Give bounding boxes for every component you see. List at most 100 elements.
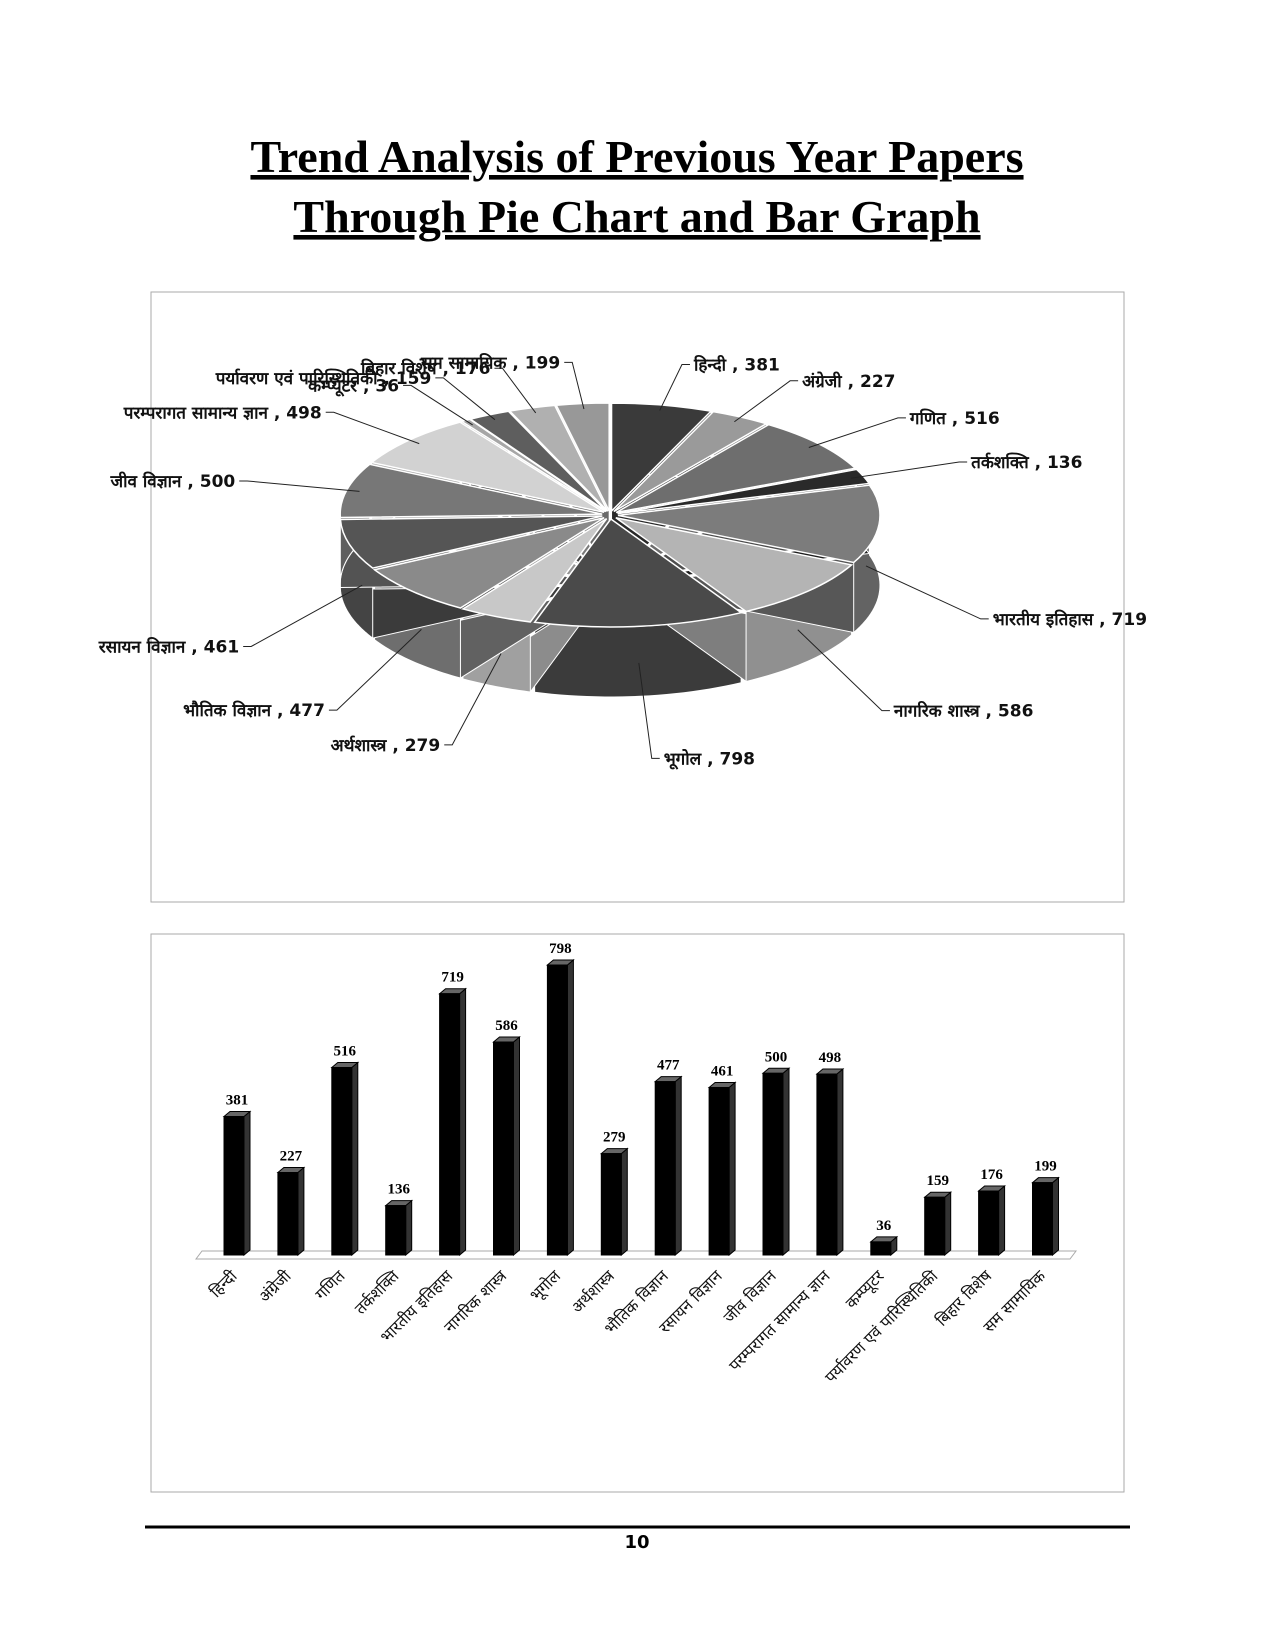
label-part: , [946,409,964,429]
pie-slice [339,515,603,569]
bar-value-label: 798 [549,941,572,957]
pie-label: सम सामायिक , 199 [420,352,560,373]
leader-line [797,629,890,712]
label-part: 461 [204,637,240,657]
page-title: Trend Analysis of Previous Year Papers [250,131,1023,182]
label-part: परम्परागत सामान्य ज्ञान [123,403,269,423]
bar-side [944,1191,952,1257]
bar-side [620,1147,628,1257]
label-part: 719 [1112,610,1148,630]
label-part: 159 [396,369,432,389]
bar [277,1172,299,1256]
bar [978,1190,1000,1256]
bar [762,1072,784,1256]
label-part: अंग्रेजी [802,371,842,392]
label-part: , [437,359,455,379]
bar-side [998,1184,1006,1257]
pie-label: जीव विज्ञान , 500 [109,471,235,492]
bar-value-label: 500 [765,1049,788,1065]
leader-line [734,380,799,423]
bar [654,1081,676,1256]
label-part: पर्यावरण एवं पारिस्थितिकी [215,368,378,389]
bar-side [351,1061,359,1257]
label-part: 477 [289,701,325,721]
bar-side [405,1199,413,1257]
bar-side [1052,1176,1059,1257]
pie-label: बिहार विशेष , 176 [360,358,490,379]
bar [1032,1182,1053,1256]
leader-line [435,377,496,421]
label-part: , [1029,453,1047,473]
label-part: नागरिक शास्त्र [893,701,980,722]
bar-frame [150,933,1125,1493]
label-part: , [271,701,289,721]
leader-line [239,480,360,492]
leader-line [564,361,585,410]
label-part: , [842,372,860,392]
pie-label: रसायन विज्ञान , 461 [98,636,239,657]
bar-value-label: 199 [1034,1159,1057,1175]
label-part: भौतिक विज्ञान [183,700,272,721]
label-part: जीव विज्ञान [109,471,182,492]
bar-value-label: 461 [711,1063,734,1079]
label-part: 136 [1047,453,1083,473]
bar-value-label: 279 [603,1130,626,1146]
bar-side [566,958,574,1257]
bar [600,1153,622,1256]
label-part: , [185,637,203,657]
pie-slice [615,516,854,613]
leader-line [328,629,422,711]
bar-side [513,1035,520,1257]
leader-line [638,662,660,759]
pie-label: तर्कशक्ति , 136 [970,452,1082,473]
label-part: , [378,369,396,389]
pie-label: अंग्रेजी , 227 [802,371,895,392]
bar-side [459,987,467,1257]
page-title: Through Pie Chart and Bar Graph [293,191,980,242]
label-part: भारतीय इतिहास [993,609,1095,630]
bar [385,1205,407,1256]
label-part: , [1093,610,1111,630]
label-part: 516 [964,409,1000,429]
pie-label: पर्यावरण एवं पारिस्थितिकी , 159 [215,368,432,389]
bar-side [243,1110,251,1257]
label-part: 176 [455,359,491,379]
bar-value-label: 227 [280,1149,303,1165]
bar-value-label: 176 [980,1167,1003,1183]
pie-label: अर्थशास्त्र , 279 [331,735,441,756]
label-part: , [357,376,375,396]
pie-label: नागरिक शास्त्र , 586 [893,701,1034,722]
pie: हिन्दी , 381 अंग्रेजी , 227 गणित , 516 तर्क… [98,352,1147,770]
pie-label: हिन्दी , 381 [693,355,780,376]
label-part: अर्थशास्त्र [331,735,387,756]
bar-value-label: 586 [495,1018,518,1034]
bar [331,1066,353,1256]
bar-value-label: 516 [334,1043,357,1059]
label-part: 199 [525,353,561,373]
label-part: 381 [744,356,780,376]
leader-line [494,367,537,414]
pie-label: भूगोल , 798 [664,748,755,770]
leader-line [403,384,473,426]
label-part: 798 [719,749,755,769]
pie-slice [617,484,881,564]
pie-slice [461,517,608,623]
label-part: , [506,353,524,373]
pie-label: परम्परागत सामान्य ज्ञान , 498 [123,403,322,423]
bar-side [836,1067,844,1257]
pie-slice [533,517,743,628]
leader-line [659,364,690,411]
bar-value-label: 477 [657,1058,680,1074]
label-part: गणित [909,408,947,429]
label-part: 498 [286,403,322,423]
label-part: हिन्दी [693,355,727,376]
pie-label: भौतिक विज्ञान , 477 [183,700,325,721]
bar-side [782,1067,790,1257]
bar [439,993,461,1256]
bar-side [674,1075,682,1257]
label-part: 586 [998,702,1034,722]
label-part: सम सामायिक [420,352,507,373]
label-part: 500 [200,472,236,492]
bar [223,1116,245,1256]
bar [493,1041,514,1256]
